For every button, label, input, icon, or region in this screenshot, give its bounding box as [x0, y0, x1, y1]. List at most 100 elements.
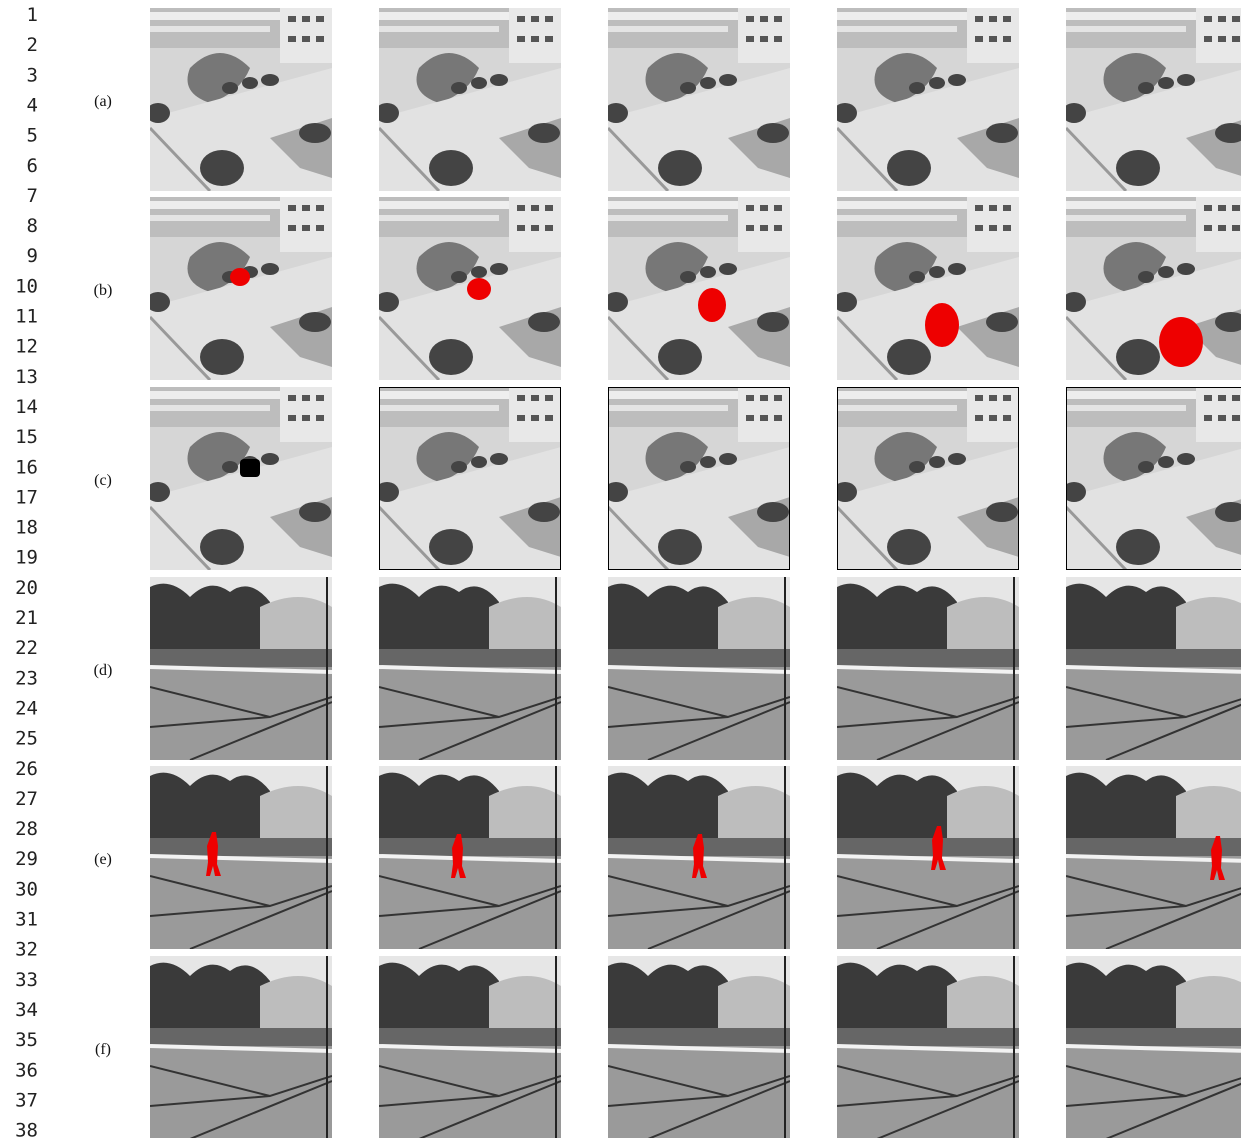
- figure-panel: [608, 577, 790, 760]
- row-label: (d): [94, 662, 113, 679]
- paper-page: 1234567891011121314151617181920212223242…: [0, 0, 1241, 1138]
- line-number: 31: [15, 909, 38, 931]
- scene-image: [604, 197, 790, 380]
- scene-image: [1062, 197, 1241, 380]
- line-number: 10: [15, 275, 38, 297]
- line-number: 22: [15, 637, 38, 659]
- line-number: 6: [27, 155, 38, 177]
- figure-panel: [833, 8, 1019, 191]
- line-number: 2: [27, 34, 38, 56]
- line-number: 23: [15, 667, 38, 689]
- figure-panel: [146, 197, 332, 380]
- scene-image: [379, 956, 561, 1138]
- figure-panel: [379, 577, 561, 760]
- row-label: (b): [94, 282, 113, 299]
- row-label: (e): [94, 851, 112, 868]
- line-number: 19: [15, 547, 38, 569]
- figure-panel: [604, 197, 790, 380]
- figure-panel: [375, 387, 561, 570]
- line-number: 5: [27, 125, 38, 147]
- row-label: (c): [94, 472, 112, 489]
- scene-image: [150, 577, 332, 760]
- scene-image: [379, 577, 561, 760]
- figure-panel: [837, 766, 1019, 949]
- figure-panel: [379, 956, 561, 1138]
- figure-panel: [837, 577, 1019, 760]
- line-number: 16: [15, 456, 38, 478]
- line-number: 20: [15, 577, 38, 599]
- figure-panel: [1062, 197, 1241, 380]
- line-number: 17: [15, 486, 38, 508]
- line-number: 38: [15, 1120, 38, 1138]
- figure-panel: [150, 956, 332, 1138]
- line-number: 33: [15, 969, 38, 991]
- line-number: 11: [15, 306, 38, 328]
- line-number: 1: [27, 4, 38, 26]
- line-number: 7: [27, 185, 38, 207]
- scene-image: [146, 8, 332, 191]
- scene-image: [608, 956, 790, 1138]
- line-number: 35: [15, 1029, 38, 1051]
- scene-image: [833, 197, 1019, 380]
- line-number: 26: [15, 758, 38, 780]
- removed-region: [240, 459, 260, 477]
- line-number: 18: [15, 517, 38, 539]
- line-number: 13: [15, 366, 38, 388]
- line-number: 37: [15, 1089, 38, 1111]
- figure-panel: [608, 766, 790, 949]
- scene-image: [146, 197, 332, 380]
- line-number: 28: [15, 818, 38, 840]
- line-number: 34: [15, 999, 38, 1021]
- scene-image: [375, 8, 561, 191]
- scene-image: [150, 766, 332, 949]
- line-number: 14: [15, 396, 38, 418]
- line-number: 8: [27, 215, 38, 237]
- figure-panel: [146, 8, 332, 191]
- page: 1234567891011121314151617181920212223242…: [0, 0, 1241, 1138]
- scene-image: [1062, 387, 1241, 570]
- scene-image: [604, 387, 790, 570]
- segmentation-mask: [698, 288, 726, 322]
- figure-panel: [833, 197, 1019, 380]
- scene-image: [837, 766, 1019, 949]
- line-number: 4: [27, 94, 38, 116]
- scene-image: [837, 577, 1019, 760]
- scene-image: [1062, 8, 1241, 191]
- scene-image: [146, 387, 332, 570]
- line-number: 27: [15, 788, 38, 810]
- figure-panel: [1066, 956, 1241, 1138]
- segmentation-mask: [925, 303, 959, 347]
- scene-image: [604, 8, 790, 191]
- figure-panel: [375, 8, 561, 191]
- line-number: 30: [15, 878, 38, 900]
- figure-panel: [1062, 8, 1241, 191]
- scene-image: [1066, 577, 1241, 760]
- scene-image: [833, 8, 1019, 191]
- scene-image: [379, 766, 561, 949]
- figure-panel: [1066, 577, 1241, 760]
- figure-panel: [146, 387, 332, 570]
- scene-image: [375, 387, 561, 570]
- line-number: 25: [15, 728, 38, 750]
- figure-panel: [150, 766, 332, 949]
- line-number: 3: [27, 64, 38, 86]
- figure-panel: [1066, 766, 1241, 949]
- figure-panel: [375, 197, 561, 380]
- line-number: 29: [15, 848, 38, 870]
- scene-image: [1066, 956, 1241, 1138]
- line-number: 32: [15, 939, 38, 961]
- segmentation-mask: [467, 278, 491, 300]
- line-number: 21: [15, 607, 38, 629]
- scene-image: [833, 387, 1019, 570]
- line-number: 9: [27, 245, 38, 267]
- figure-panel: [604, 8, 790, 191]
- row-label: (a): [94, 93, 112, 110]
- figure-panel: [379, 766, 561, 949]
- line-number: 15: [15, 426, 38, 448]
- figure-panel: [608, 956, 790, 1138]
- scene-image: [150, 956, 332, 1138]
- figure-panel: [150, 577, 332, 760]
- segmentation-mask: [1159, 317, 1203, 367]
- figure-panel: [604, 387, 790, 570]
- row-label: (f): [95, 1041, 111, 1058]
